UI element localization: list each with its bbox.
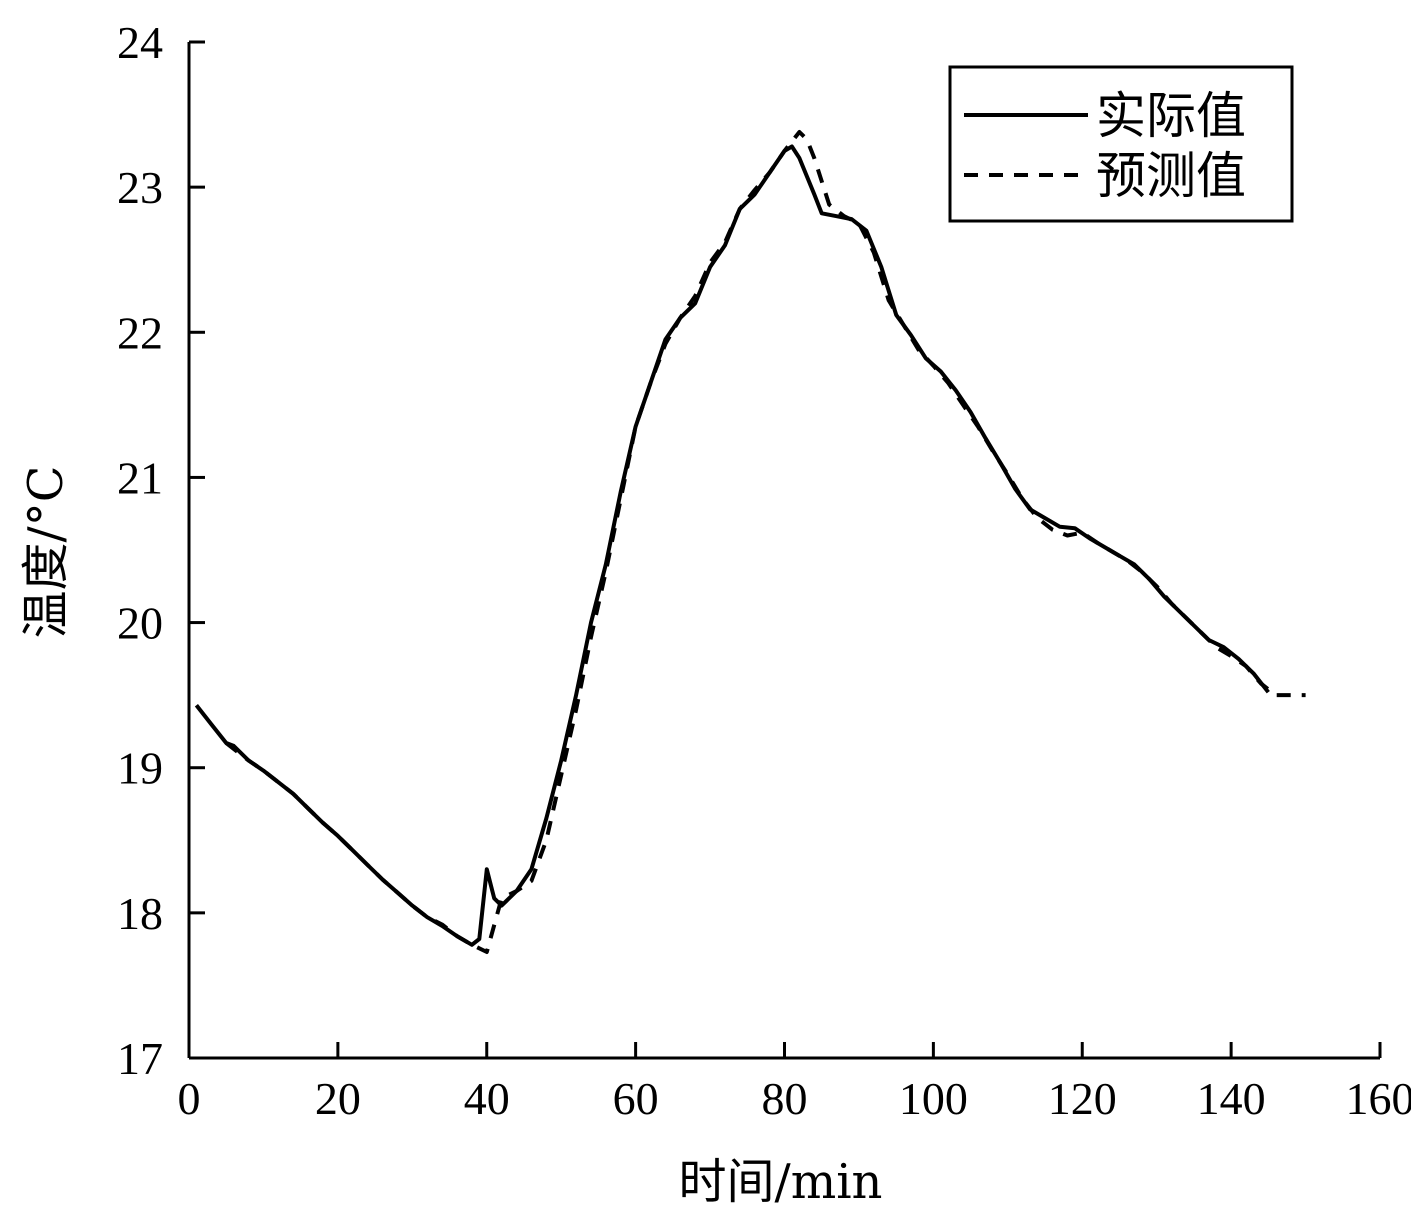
legend-box xyxy=(948,65,1294,223)
x-tick-label: 120 xyxy=(1048,1073,1117,1124)
x-tick-label: 60 xyxy=(613,1073,659,1124)
series-line-predicted xyxy=(224,130,1306,954)
x-tick-label: 140 xyxy=(1197,1073,1266,1124)
x-tick-label: 40 xyxy=(464,1073,510,1124)
series-line-actual xyxy=(194,144,1270,947)
x-tick-label: 160 xyxy=(1346,1073,1411,1124)
y-tick-label: 23 xyxy=(117,162,163,213)
x-axis-title: 时间/min xyxy=(679,1154,883,1210)
legend-label: 实际值 xyxy=(1096,87,1246,145)
chart-series xyxy=(194,130,1306,954)
y-tick-label: 18 xyxy=(117,888,163,939)
x-tick-label: 20 xyxy=(315,1073,361,1124)
y-tick-label: 22 xyxy=(117,307,163,358)
x-tick-label: 100 xyxy=(899,1073,968,1124)
x-tick-label: 80 xyxy=(762,1073,808,1124)
y-tick-label: 19 xyxy=(117,743,163,794)
y-axis-title: 温度/°C xyxy=(18,466,74,639)
chart-axes: 0 20 40 60 80 100 120 140 160 17 18 19 20 21 22 23 24 时间/… xyxy=(18,17,1411,1210)
y-tick-label: 17 xyxy=(117,1033,163,1084)
legend-label: 预测值 xyxy=(1096,147,1246,205)
x-tick-label: 0 xyxy=(178,1073,201,1124)
y-tick-label: 24 xyxy=(117,17,163,68)
y-tick-label: 21 xyxy=(117,452,163,503)
y-tick-label: 20 xyxy=(117,598,163,649)
